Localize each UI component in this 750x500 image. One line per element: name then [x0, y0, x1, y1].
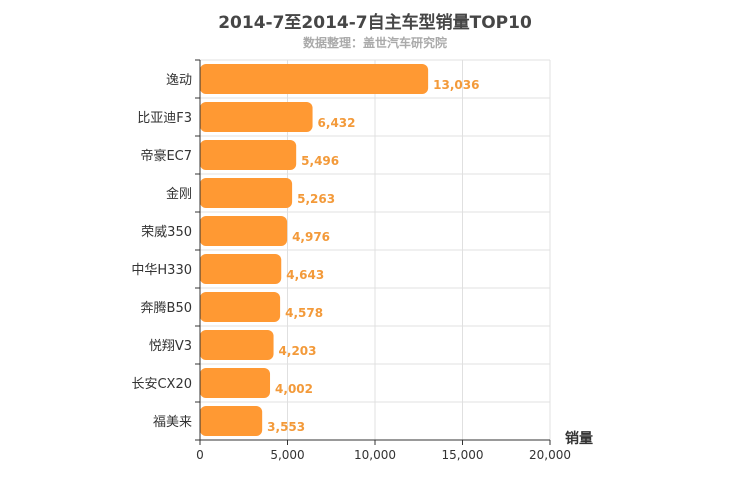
x-tick-label-2: 10,000 — [354, 448, 396, 462]
data-label-0: 13,036 — [433, 78, 479, 92]
bar-6 — [200, 292, 281, 322]
bar-9 — [200, 406, 263, 436]
category-label-0: 逸动 — [166, 73, 192, 88]
chart-subtitle: 数据整理：盖世汽车研究院 — [302, 36, 447, 50]
axes — [195, 59, 551, 445]
data-label-7: 4,203 — [279, 344, 317, 358]
data-label-6: 4,578 — [285, 306, 323, 320]
x-tick-label-4: 20,000 — [529, 448, 571, 462]
bar-1 — [200, 102, 313, 132]
bar-0 — [200, 64, 429, 94]
data-label-1: 6,432 — [318, 116, 356, 130]
category-label-9: 福美来 — [153, 415, 192, 430]
x-tick-label-1: 5,000 — [270, 448, 304, 462]
data-label-2: 5,496 — [301, 154, 339, 168]
category-label-8: 长安CX20 — [131, 377, 192, 392]
bar-4 — [200, 216, 288, 246]
bar-2 — [200, 140, 297, 170]
category-label-4: 荣威350 — [141, 225, 192, 240]
chart-title: 2014-7至2014-7自主车型销量TOP10 — [218, 13, 532, 33]
grid-lines — [199, 59, 551, 441]
bar-8 — [200, 368, 271, 398]
data-label-9: 3,553 — [267, 420, 305, 434]
x-axis-name: 销量 — [565, 430, 593, 447]
data-label-3: 5,263 — [297, 192, 335, 206]
x-tick-label-3: 15,000 — [442, 448, 484, 462]
bar-3 — [200, 178, 293, 208]
category-label-2: 帝豪EC7 — [140, 148, 192, 164]
category-label-6: 奔腾B50 — [141, 300, 192, 316]
data-label-5: 4,643 — [286, 268, 324, 282]
bar-5 — [200, 254, 282, 284]
x-tick-label-0: 0 — [196, 448, 204, 462]
category-label-5: 中华H330 — [131, 263, 192, 278]
data-label-4: 4,976 — [292, 230, 330, 244]
bar-7 — [200, 330, 274, 360]
data-label-8: 4,002 — [275, 382, 313, 396]
category-label-7: 悦翔V3 — [149, 339, 192, 354]
category-label-3: 金刚 — [166, 186, 192, 202]
bars — [200, 64, 429, 436]
category-label-1: 比亚迪F3 — [137, 111, 192, 126]
